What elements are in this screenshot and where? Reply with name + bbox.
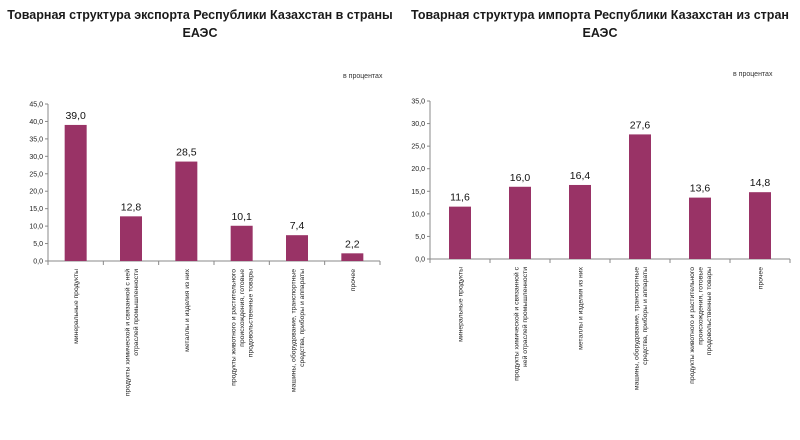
- import-category-label: продукты животного и растительного происх…: [689, 267, 713, 384]
- export-category-label-line: продукты животного и растительного: [231, 269, 238, 386]
- export-y-tick-label: 15,0: [29, 206, 43, 213]
- import-category-label-line: металлы и изделия из них: [578, 266, 585, 349]
- export-category-label: продукты животного и растительного происх…: [231, 269, 255, 386]
- import-value-label: 13,6: [690, 183, 711, 195]
- export-bar: [120, 216, 142, 261]
- import-bar: [749, 192, 771, 259]
- export-bar: [286, 235, 308, 261]
- import-bar: [629, 134, 651, 259]
- export-category-label: продукты химической и связанной с ней отр…: [123, 269, 140, 396]
- export-category-label: металлы и изделия из них: [184, 268, 191, 351]
- import-category-label: машины, оборудование, транспортные средст…: [632, 267, 649, 390]
- export-unit-label: в процентах: [343, 73, 383, 80]
- export-chart-title: Товарная структура экспорта Республики К…: [0, 6, 400, 42]
- import-category-label: продукты химической и связанной с ней отр…: [512, 266, 529, 380]
- export-bar-chart: 0,0 5,0 10,0 15,0 20,0 25,0 30,0 35,0 40,0 45,0 39…: [29, 102, 381, 396]
- export-y-tick-label: 20,0: [29, 189, 43, 196]
- export-bar: [175, 161, 198, 261]
- import-chart-panel: Товарная структура импорта Республики Ка…: [400, 0, 800, 440]
- import-y-tick-label: 20,0: [411, 166, 425, 173]
- export-category-label-line: металлы и изделия из них: [184, 268, 191, 351]
- import-y-tick-label: 35,0: [411, 99, 425, 106]
- import-bar-chart: 0,0 5,0 10,0 15,0 20,0 25,0 30,0 35,0 11,6 минера…: [411, 99, 791, 390]
- export-y-tick-label: 25,0: [29, 171, 43, 178]
- export-y-tick-label: 35,0: [29, 136, 43, 143]
- import-category-label-line: машины, оборудование, транспортные: [632, 267, 640, 390]
- export-y-tick-label: 45,0: [29, 102, 43, 109]
- import-category-label-line: продовольственные товары: [706, 267, 713, 355]
- export-category-label-line: минеральные продукты: [73, 269, 80, 344]
- import-value-label: 14,8: [750, 177, 771, 189]
- import-chart-title: Товарная структура импорта Республики Ка…: [400, 6, 800, 42]
- export-value-label: 12,8: [121, 201, 142, 213]
- export-y-tick-label: 5,0: [33, 241, 43, 248]
- import-value-label: 11,6: [450, 192, 470, 204]
- export-bar: [341, 253, 364, 261]
- import-category-label-line: продукты животного и растительного: [689, 267, 696, 384]
- export-chart-title-line1: Товарная структура экспорта Республики К…: [7, 8, 393, 22]
- import-y-tick-label: 30,0: [411, 121, 425, 128]
- import-y-tick-label: 10,0: [411, 211, 425, 218]
- import-y-tick-label: 0,0: [415, 257, 425, 264]
- export-category-label-line: средства, приборы и аппараты: [298, 269, 306, 367]
- export-y-tick-label: 40,0: [29, 119, 43, 126]
- import-bar: [509, 186, 531, 259]
- export-category-label-line: машины, оборудование, транспортные: [289, 269, 297, 392]
- export-category-label: минеральные продукты: [73, 269, 80, 344]
- import-value-label: 16,0: [510, 172, 531, 184]
- export-value-label: 28,5: [176, 147, 197, 159]
- import-category-label-line: минеральные продукты: [458, 267, 465, 342]
- import-category-label-line: продукты химической и связанной с: [512, 266, 520, 380]
- export-value-label: 39,0: [65, 110, 86, 122]
- import-value-label: 27,6: [630, 119, 651, 131]
- import-category-label-line: средства, приборы и аппараты: [641, 267, 649, 365]
- export-category-label: машины, оборудование, транспортные средст…: [289, 269, 306, 392]
- export-bar: [230, 225, 253, 261]
- import-bar: [449, 206, 471, 259]
- import-category-label: прочее: [758, 267, 765, 289]
- import-unit-label: в процентах: [733, 71, 773, 78]
- export-value-label: 10,1: [231, 211, 252, 223]
- import-bar: [689, 197, 711, 259]
- import-y-tick-label: 25,0: [411, 144, 425, 151]
- export-y-tick-label: 10,0: [29, 224, 43, 231]
- export-category-label: прочее: [350, 269, 357, 291]
- import-category-label-line: прочее: [758, 267, 765, 289]
- export-value-label: 2,2: [345, 238, 360, 250]
- export-category-label-line: продовольственные товары: [248, 269, 255, 357]
- import-category-label-line: ней отраслей промышленности: [521, 267, 529, 367]
- export-category-label-line: происхождения, готовые: [239, 269, 246, 347]
- import-category-label: минеральные продукты: [458, 267, 465, 342]
- import-chart-title-line2: ЕАЭС: [582, 26, 618, 40]
- import-value-label: 16,4: [570, 170, 591, 182]
- import-category-label-line: происхождения, готовые: [698, 267, 705, 345]
- export-y-tick-label: 30,0: [29, 154, 43, 161]
- export-category-label-line: прочее: [350, 269, 357, 291]
- export-chart-title-line2: ЕАЭС: [182, 26, 218, 40]
- import-bar: [569, 184, 591, 259]
- import-category-label: металлы и изделия из них: [578, 266, 585, 349]
- export-category-label-line: продукты химической и связанной с ней: [123, 269, 131, 396]
- import-y-tick-label: 5,0: [415, 234, 425, 241]
- export-chart-panel: Товарная структура экспорта Республики К…: [0, 6, 400, 396]
- import-y-tick-label: 15,0: [411, 189, 425, 196]
- export-value-label: 7,4: [290, 220, 305, 232]
- export-y-tick-label: 0,0: [33, 259, 43, 266]
- export-category-label-line: отраслей промышленности: [132, 269, 140, 356]
- import-chart-title-line1: Товарная структура импорта Республики Ка…: [411, 8, 789, 22]
- export-bar: [64, 124, 87, 261]
